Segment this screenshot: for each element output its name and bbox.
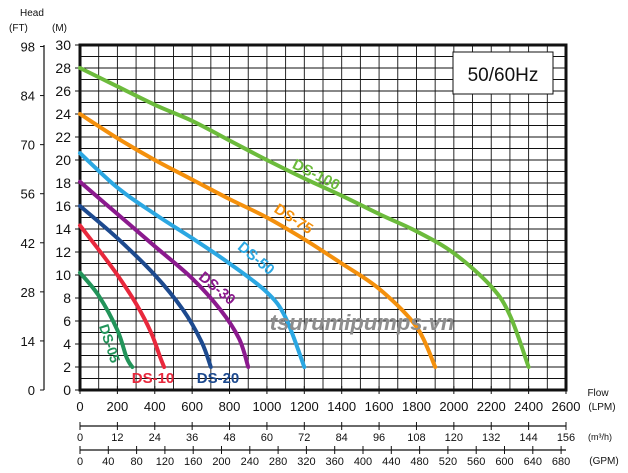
axis-m3h-tick-label: 96 [373,432,385,444]
axis-lpm-tick-label: 600 [181,399,203,414]
y-tick-label-m: 20 [55,152,71,168]
y-tick-label-m: 14 [55,221,71,237]
axis-lpm-tick-label: 2400 [514,399,543,414]
y-tick-label-m: 22 [55,129,71,145]
axis-lpm-tick-label: 1400 [327,399,356,414]
y-tick-label-m: 10 [55,267,71,283]
axis-m3h-tick-label: 144 [519,432,537,444]
y-tick-label-m: 4 [63,336,71,352]
series-line-ds-100 [78,66,531,369]
axis-m3h-tick-label: 72 [298,432,310,444]
y-tick-label-ft: 56 [21,187,35,202]
y-tick-label-m: 30 [55,37,71,53]
axis-m3h-tick-label: 156 [557,432,575,444]
watermark-text: tsurumipumps.vn [270,310,455,335]
y-tick-label-m: 6 [63,313,71,329]
series-label-ds-10: DS-10 [132,370,175,387]
axis-gpm-tick-label: 400 [354,456,372,468]
series-line-ds-75 [78,112,438,369]
axis-m3h-tick-label: 84 [336,432,348,444]
axis-m3h-tick-label: 48 [223,432,235,444]
axis-gpm-tick-label: 640 [524,456,542,468]
series-line-ds-30 [78,179,251,369]
axis-m3h-tick-label: 60 [261,432,273,444]
axis-m3h-tick-label: 36 [186,432,198,444]
x-axis-unit-m3h: (m³/h) [588,432,612,442]
series-line-ds-05 [78,270,135,369]
y-tick-label-m: 24 [55,106,71,122]
axis-gpm-tick-label: 600 [495,456,513,468]
y-tick-label-ft: 70 [21,138,35,153]
x-axis-unit-lpm: (LPM) [588,402,615,413]
axis-lpm-tick-label: 1600 [365,399,394,414]
y-tick-label-m: 12 [55,244,71,260]
axis-gpm-tick-label: 560 [467,456,485,468]
axis-gpm-tick-label: 280 [269,456,287,468]
axis-m3h-tick-label: 120 [445,432,463,444]
axis-m3h-tick-label: 0 [77,432,83,444]
axis-m3h-tick-label: 132 [482,432,500,444]
axis-gpm-tick-label: 40 [102,456,114,468]
y-axis-unit-m: (M) [52,23,67,34]
axis-lpm-tick-label: 2200 [477,399,506,414]
series-lines [78,66,531,369]
y-tick-label-ft: 84 [21,89,35,104]
series-line-ds-10 [78,223,167,369]
axis-gpm-tick-label: 120 [156,456,174,468]
axis-gpm-tick-label: 240 [241,456,259,468]
axis-gpm-tick-label: 480 [410,456,428,468]
axis-gpm-tick-label: 0 [77,456,83,468]
axis-m3h-tick-label: 24 [149,432,161,444]
axis-lpm-tick-label: 200 [107,399,129,414]
series-line-ds-50 [78,151,307,369]
axis-lpm-tick-label: 0 [76,399,83,414]
axis-gpm-tick-label: 520 [439,456,457,468]
y-axis-title: Head [20,8,44,19]
x-axis-unit-gpm: (GPM) [589,456,618,467]
axis-m3h-tick-label: 108 [407,432,425,444]
y-tick-label-m: 2 [63,359,71,375]
frequency-box: 50/60Hz [452,51,554,95]
axis-gpm-tick-label: 360 [326,456,344,468]
axis-gpm-tick-label: 80 [130,456,142,468]
y-tick-label-m: 8 [63,290,71,306]
series-label-ds-20: DS-20 [197,370,240,387]
axis-lpm-tick-label: 400 [144,399,166,414]
y-tick-label-ft: 42 [21,236,35,251]
y-tick-label-ft: 98 [21,39,35,54]
y-tick-label-m: 18 [55,175,71,191]
y-tick-label-m: 16 [55,198,71,214]
axis-gpm-tick-label: 440 [382,456,400,468]
y-tick-label-ft: 0 [28,383,35,398]
axis-lpm-tick-label: 1800 [402,399,431,414]
series-line-ds-20 [78,204,213,369]
x-axis-title: Flow [587,388,609,399]
axis-lpm-tick-label: 1200 [290,399,319,414]
grid [78,43,568,392]
y-tick-label-m: 0 [63,382,71,398]
axis-lpm-tick-label: 2600 [552,399,581,414]
y-tick-label-ft: 28 [21,285,35,300]
axis-m3h-tick-label: 12 [111,432,123,444]
axis-gpm-tick-label: 160 [184,456,202,468]
axis-lpm-tick-label: 800 [219,399,241,414]
axis-gpm-tick-label: 320 [297,456,315,468]
y-tick-label-m: 28 [55,60,71,76]
y-tick-label-m: 26 [55,83,71,99]
axis-lpm-tick-label: 2000 [439,399,468,414]
series-label-ds-100: DS-100 [290,156,343,194]
frequency-label: 50/60Hz [468,65,539,86]
axes: 0142842567084980246810121416182022242628… [21,37,581,468]
y-tick-label-ft: 14 [21,334,35,349]
axis-gpm-tick-label: 680 [552,456,570,468]
axis-gpm-tick-label: 200 [212,456,230,468]
frequency-box-frame [452,51,554,95]
axis-lpm-tick-label: 1000 [252,399,281,414]
y-axis-unit-ft: (FT) [9,23,28,34]
